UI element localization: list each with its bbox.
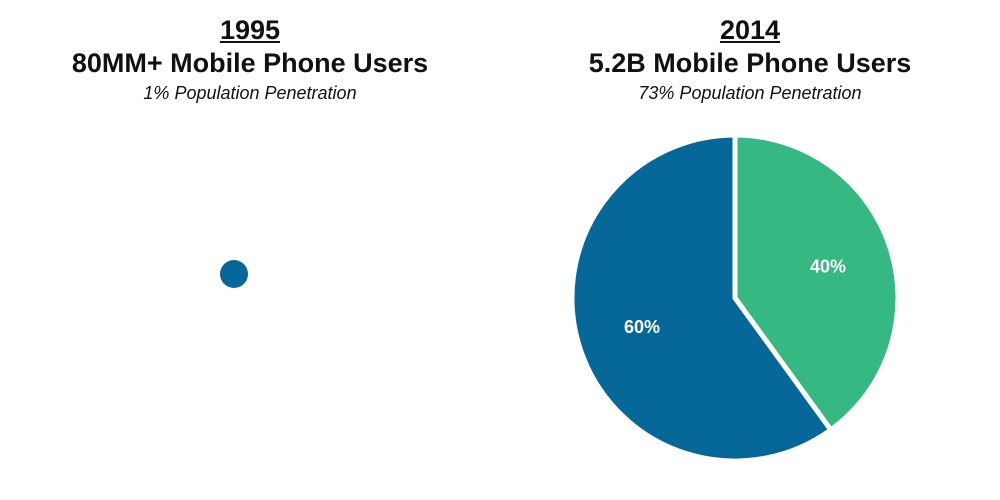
pie-2014-slice-0 xyxy=(732,132,901,433)
chart-2014-subtitle: 73% Population Penetration xyxy=(638,83,862,103)
chart-1995: 1995 80MM+ Mobile Phone Users 1% Populat… xyxy=(0,14,500,288)
pie-2014-label-1: 60% xyxy=(624,317,660,337)
chart-2014-title: 5.2B Mobile Phone Users xyxy=(588,48,912,78)
pie-2014-slice-1 xyxy=(569,132,834,464)
pie-1995-slice-0 xyxy=(220,260,248,288)
chart-1995-header: 1995 80MM+ Mobile Phone Users 1% Populat… xyxy=(0,14,500,106)
chart-1995-pie xyxy=(220,260,248,288)
chart-1995-year: 1995 xyxy=(219,15,281,45)
chart-1995-title: 80MM+ Mobile Phone Users xyxy=(71,48,429,78)
chart-2014: 2014 5.2B Mobile Phone Users 73% Populat… xyxy=(500,0,1000,500)
pie-2014-label-0: 40% xyxy=(810,257,846,277)
chart-2014-header: 2014 5.2B Mobile Phone Users 73% Populat… xyxy=(500,14,1000,106)
chart-1995-subtitle: 1% Population Penetration xyxy=(143,83,357,103)
chart-2014-pie: 40% 60% xyxy=(569,132,901,464)
chart-2014-year: 2014 xyxy=(719,15,781,45)
